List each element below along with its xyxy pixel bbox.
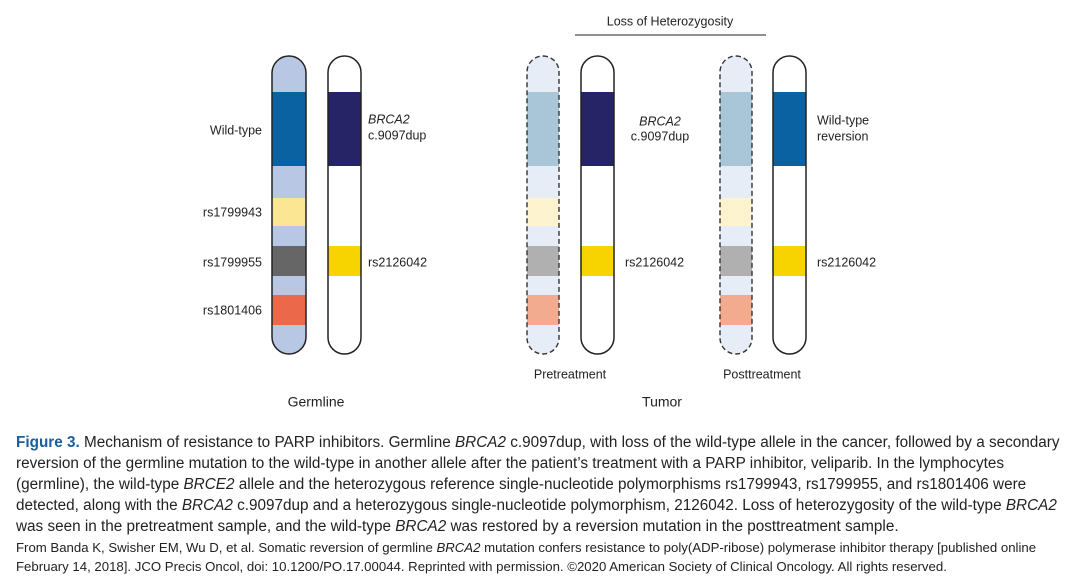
caption-text: was restored by a reversion mutation in … [446,518,899,535]
segment [581,92,614,166]
chromosome-mutant [581,56,614,354]
label: rs2126042 [817,255,876,269]
credit-text: BRCA2 [436,540,481,555]
chromosome-outline [719,55,753,355]
chromosome-reverted [773,56,806,354]
label: Pretreatment [534,367,607,381]
chromosome-lost [527,56,559,354]
caption-text: Mechanism of resistance to PARP inhibito… [79,434,455,451]
diagram: Loss of Heterozygosity Wild-type rs17999… [203,14,876,410]
chromosome-lost [720,56,752,354]
caption: Figure 3. Mechanism of resistance to PAR… [16,432,1068,537]
chromosome-outline [772,55,807,355]
segment [272,295,306,325]
chromosome-outline [327,55,362,355]
segment [720,92,752,166]
loh-label: Loss of Heterozygosity [607,14,734,28]
segment [581,246,614,276]
label: Wild-type [210,123,262,137]
label: c.9097dup [631,129,689,143]
segment [720,295,752,325]
caption-text: BRCA2 [395,518,447,535]
segment [773,246,806,276]
chromosome-outline [526,55,560,355]
chromosome-outline [580,55,615,355]
segment [328,246,361,276]
chromosome-wildtype [272,56,306,354]
chromosome-outline [271,55,307,355]
label: BRCA2 [639,114,681,128]
segment [272,246,306,276]
caption-text: allele and the heterozygous reference si… [16,476,1027,514]
label: c.9097dup [368,128,426,142]
segment [527,92,559,166]
segment [328,92,361,166]
segment [272,198,306,226]
label: Wild-type [817,113,869,127]
caption-text: BRCA2 [181,497,233,514]
caption-text: BRCA2 [1005,497,1057,514]
label: reversion [817,129,868,143]
group-title: Germline [288,394,345,410]
caption-text: BRCE2 [183,476,235,493]
segment [527,198,559,226]
credit-text: From Banda K, Swisher EM, Wu D, et al. S… [16,540,437,555]
caption-text: c.9097dup, with loss of the wild-type al… [16,434,1060,493]
credit-text: mutation confers resistance to poly(ADP-… [16,540,1037,574]
segment [527,246,559,276]
caption-text: was seen in the pretreatment sample, and… [16,518,396,535]
label: Posttreatment [723,367,801,381]
caption-text: c.9097dup and a heterozygous single-nucl… [232,497,1006,514]
group-title: Tumor [642,394,682,410]
figure-label: Figure 3. [16,434,80,451]
segment [720,198,752,226]
label: rs1801406 [203,303,262,317]
label: rs2126042 [625,255,684,269]
segment [773,92,806,166]
label: BRCA2 [368,112,410,126]
segment [272,92,306,166]
label: rs2126042 [368,255,427,269]
label: rs1799955 [203,255,262,269]
caption-text: BRCA2 [454,434,506,451]
chromosome-mutant [328,56,361,354]
label: rs1799943 [203,205,262,219]
credit: From Banda K, Swisher EM, Wu D, et al. S… [16,538,1068,576]
segment [720,246,752,276]
segment [527,295,559,325]
